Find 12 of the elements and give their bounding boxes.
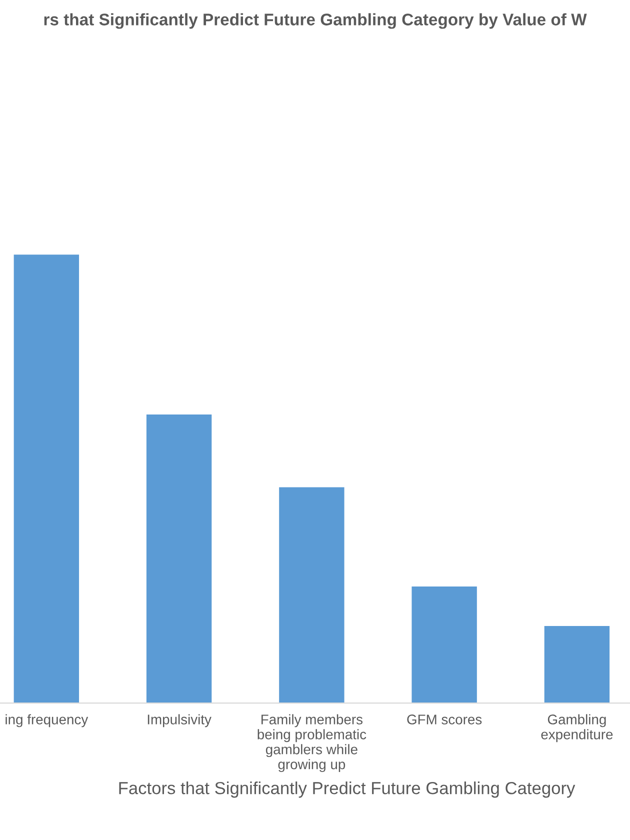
bar [278,486,346,704]
bar [145,413,213,704]
bar [543,624,611,704]
bar [12,254,80,704]
x-tick-label: ing frequency [6,714,88,728]
chart-title: rs that Significantly Predict Future Gambling Category by Value of W [44,13,587,29]
x-tick-label: Gambling expenditure [541,714,613,742]
x-axis-title: Factors that Significantly Predict Future Gambling Category [119,782,576,798]
x-tick-label: GFM scores [407,714,482,724]
x-tick-label: Impulsivity [148,714,212,728]
x-tick-label: Family members being problematic gamblers while growing up [258,714,366,772]
bar [410,585,478,704]
